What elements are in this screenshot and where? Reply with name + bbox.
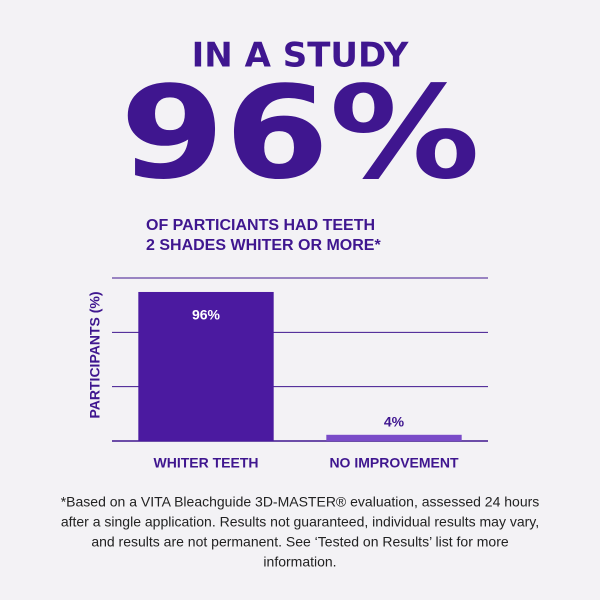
x-tick-label: NO IMPROVEMENT: [329, 455, 459, 471]
bar: [326, 434, 462, 441]
subtitle-line: OF PARTICIANTS HAD TEETH: [146, 217, 375, 234]
big-stat: 96%: [120, 59, 480, 208]
y-axis-label: PARTICIPANTS (%): [87, 291, 103, 418]
headline: IN A STUDY: [192, 36, 409, 76]
bar: [138, 291, 274, 441]
footnote-line: and results are not permanent. See ‘Test…: [91, 534, 509, 550]
footnote: *Based on a VITA Bleachguide 3D-MASTER® …: [61, 494, 540, 570]
value-label: 4%: [384, 413, 405, 429]
value-label: 96%: [192, 307, 221, 323]
footnote-line: information.: [263, 554, 336, 570]
x-tick-label: WHITER TEETH: [154, 455, 259, 471]
footnote-line: after a single application. Results not …: [61, 514, 539, 530]
subtitle-line: 2 SHADES WHITER OR MORE*: [146, 237, 381, 254]
footnote-line: *Based on a VITA Bleachguide 3D-MASTER® …: [61, 494, 540, 510]
